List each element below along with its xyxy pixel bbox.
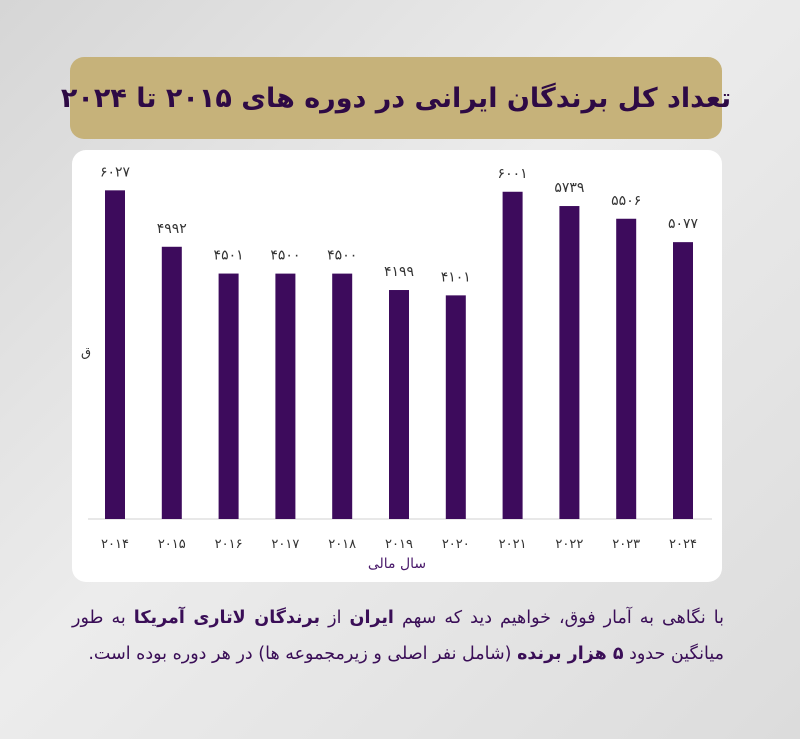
bar-0: [105, 190, 125, 519]
x-tick-label-8: ۲۰۲۲: [555, 537, 583, 552]
x-tick-label-3: ۲۰۱۷: [271, 537, 299, 552]
value-label-9: ۵۵۰۶: [611, 193, 641, 209]
bar-3: [275, 273, 296, 519]
bar-8: [559, 206, 580, 519]
title-banner: تعداد کل برندگان ایرانی در دوره های ۲۰۱۵…: [61, 57, 731, 139]
x-tick-label-2: ۲۰۱۶: [215, 537, 243, 552]
bar-1: [161, 246, 182, 519]
value-label-10: ۵۰۷۷: [668, 216, 699, 232]
bar-7: [502, 191, 523, 519]
bar-6: [445, 295, 466, 519]
bar-4: [332, 273, 353, 519]
desc-text-3: به طور میانگین حدود: [72, 608, 724, 664]
desc-bold-iran: ایران: [349, 608, 394, 628]
value-label-7: ۶۰۰۱: [498, 166, 528, 182]
desc-text-4: (شامل نفر اصلی و زیرمجموعه ها) در هر دور…: [88, 644, 518, 664]
description-paragraph: با نگاهی به آمار فوق، خواهیم دید که سهم …: [72, 600, 724, 672]
x-axis-title: سال مالی: [368, 556, 426, 572]
x-tick-label-6: ۲۰۲۰: [442, 537, 470, 552]
value-label-8: ۵۷۳۹: [554, 180, 584, 196]
bar-2: [218, 273, 239, 519]
x-tick-label-9: ۲۰۲۳: [612, 537, 640, 552]
bar-5: [389, 290, 409, 519]
value-label-3: ۴۵۰۰: [270, 248, 300, 264]
bar-chart: ق ۶۰۲۷ ۲۰۱۴ ۴۹۹۲ ۲۰۱۵ ۴۵۰۱ ۲۰۱۶ ۴۵۰۰ ۲۰۱۷ ۴۵۰۰ ۲۰…: [81, 164, 712, 572]
value-label-6: ۴۱۰۱: [441, 269, 471, 285]
desc-text-1: با نگاهی به آمار فوق، خواهیم دید که سهم: [393, 608, 724, 628]
value-label-5: ۴۱۹۹: [384, 264, 414, 280]
desc-bold-winners: ۵ هزار برنده: [517, 644, 624, 664]
bar-10: [673, 242, 693, 519]
value-label-2: ۴۵۰۱: [214, 248, 244, 264]
desc-text-2: از: [320, 608, 350, 628]
value-label-4: ۴۵۰۰: [327, 248, 357, 264]
y-axis-label: ق: [81, 345, 91, 360]
value-label-0: ۶۰۲۷: [100, 164, 131, 180]
x-tick-label-5: ۲۰۱۹: [385, 537, 413, 552]
bar-9: [616, 218, 637, 519]
x-tick-label-10: ۲۰۲۴: [669, 537, 697, 552]
chart-title: تعداد کل برندگان ایرانی در دوره های ۲۰۱۵…: [60, 82, 732, 114]
x-tick-label-1: ۲۰۱۵: [158, 537, 186, 552]
x-tick-label-4: ۲۰۱۸: [328, 537, 356, 552]
x-tick-label-7: ۲۰۲۱: [499, 537, 527, 552]
x-tick-label-0: ۲۰۱۴: [101, 537, 129, 552]
value-label-1: ۴۹۹۲: [157, 221, 187, 237]
desc-bold-lottery: برندگان لاتاری آمریکا: [133, 608, 321, 628]
chart-card: ق ۶۰۲۷ ۲۰۱۴ ۴۹۹۲ ۲۰۱۵ ۴۵۰۱ ۲۰۱۶ ۴۵۰۰ ۲۰۱۷ ۴۵۰۰ ۲۰…: [72, 150, 722, 582]
